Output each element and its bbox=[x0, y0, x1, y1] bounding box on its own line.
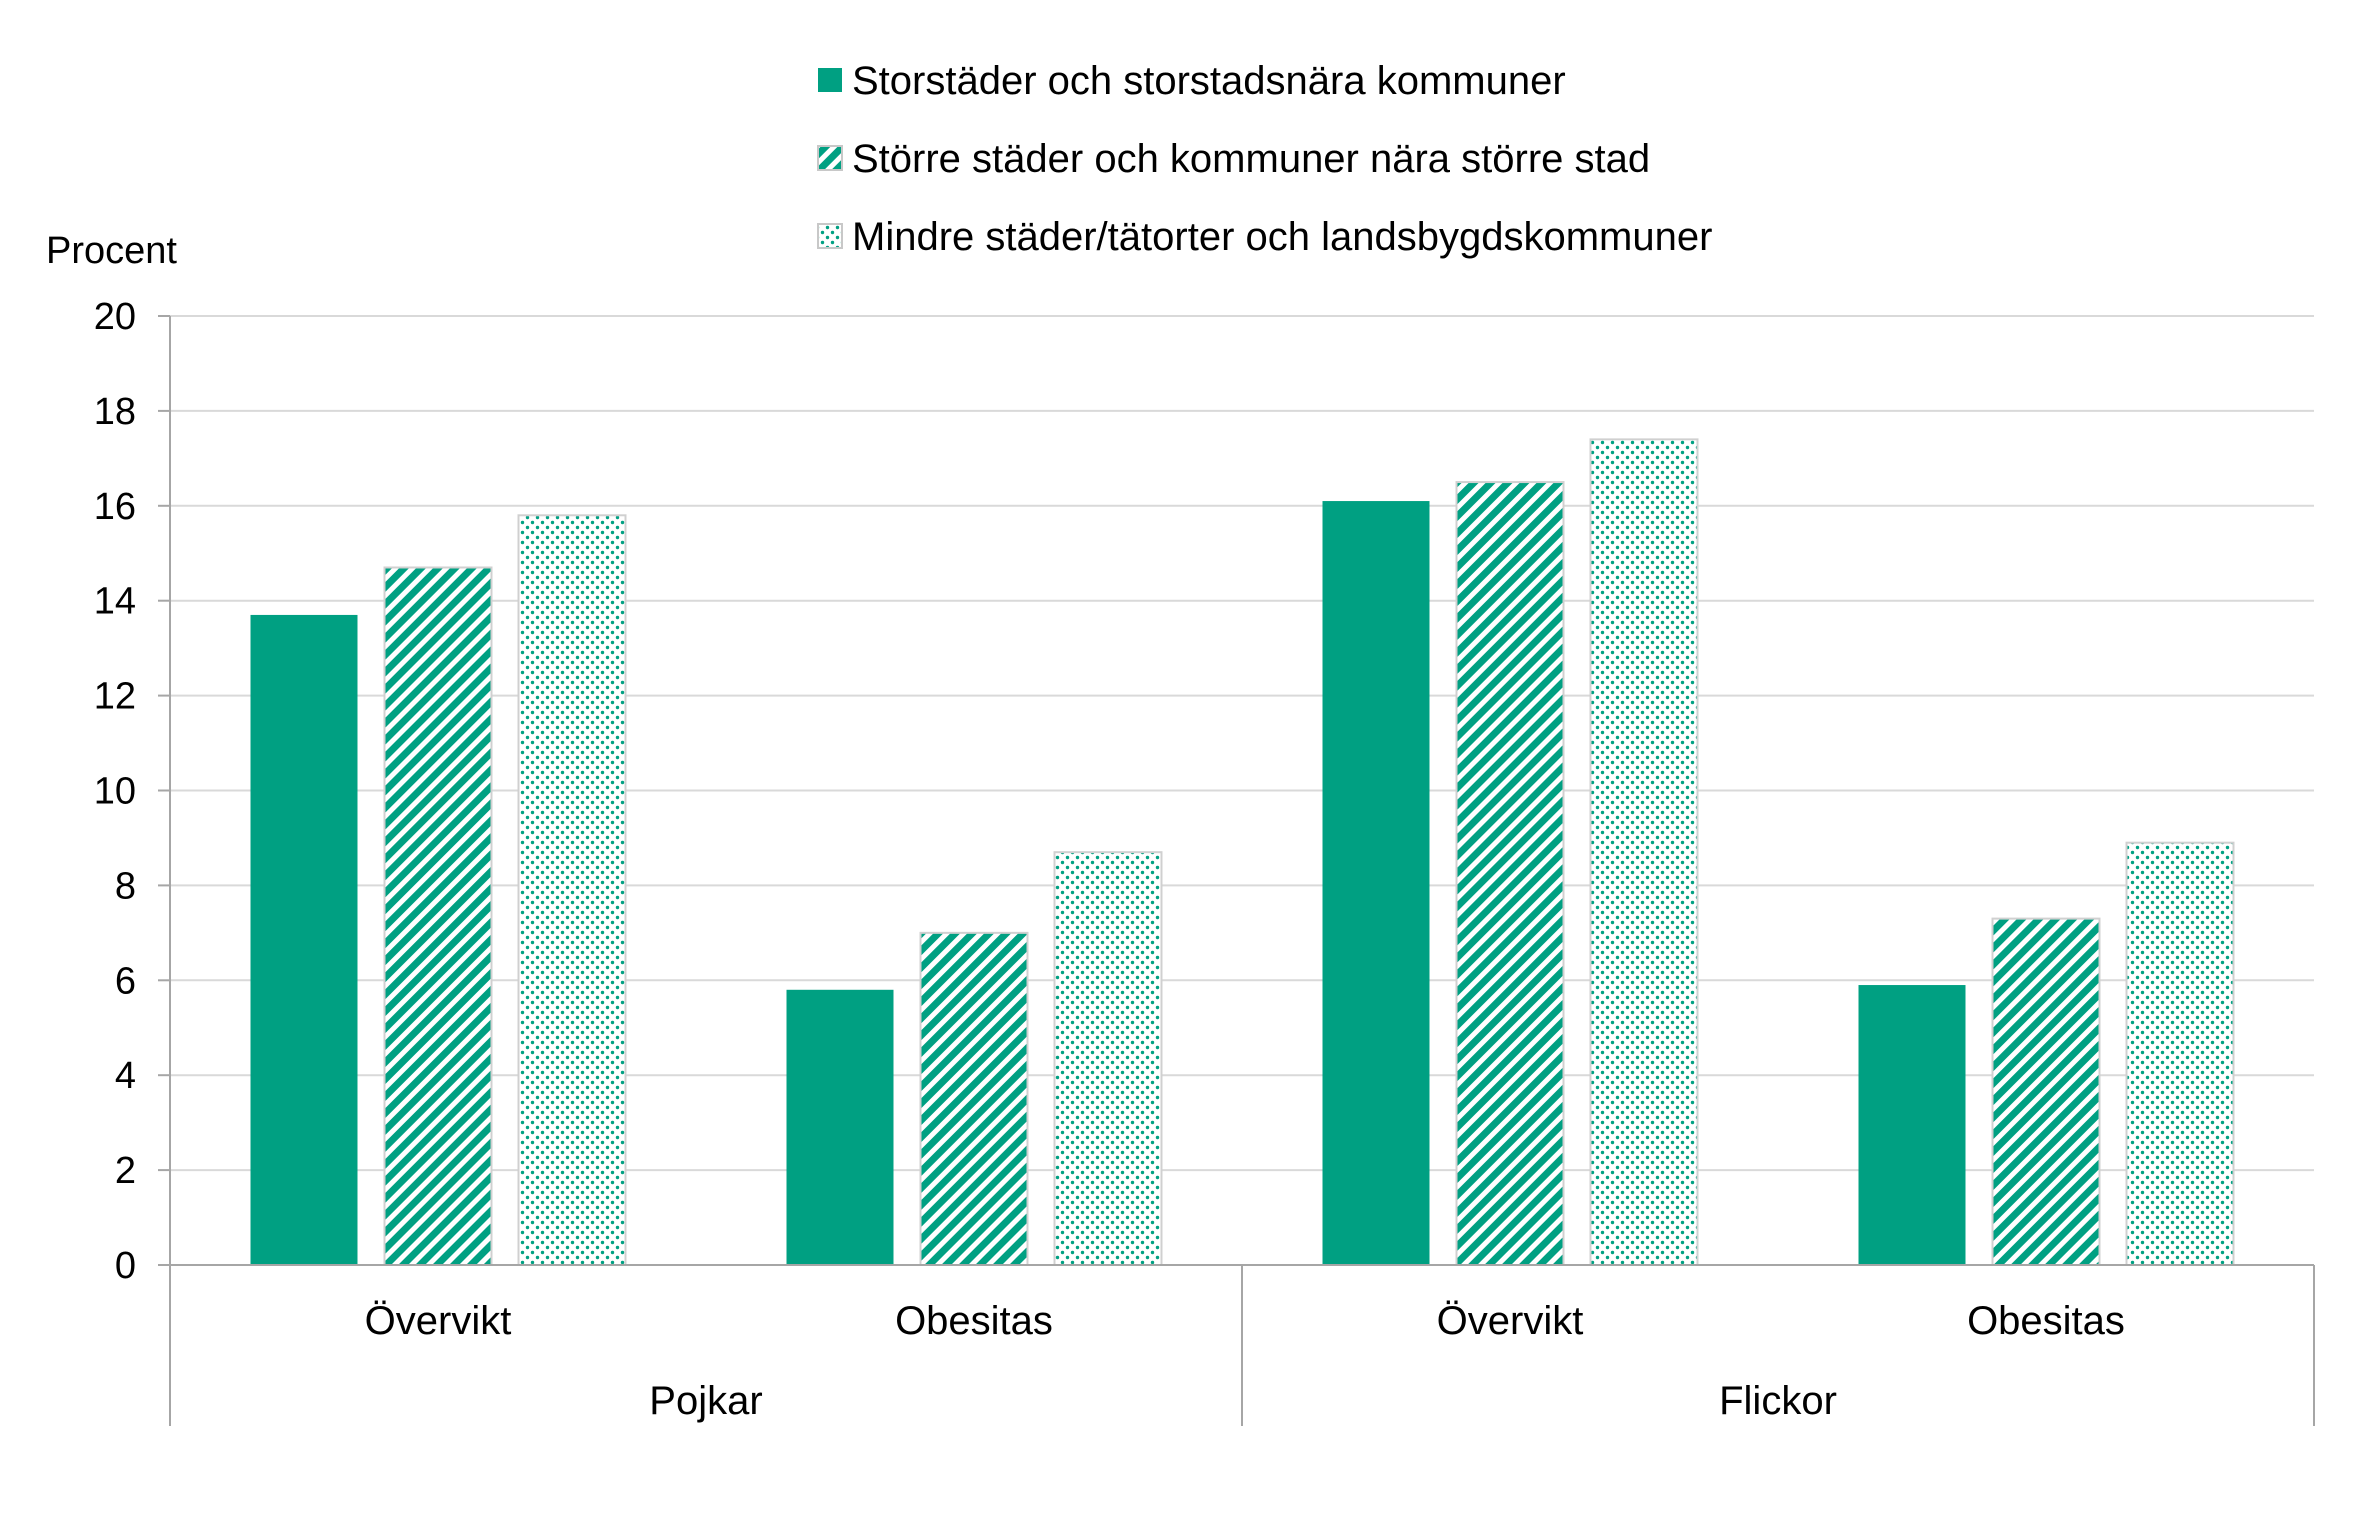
legend-label: Mindre städer/tätorter och landsbygdskom… bbox=[852, 215, 1712, 259]
legend-swatch bbox=[818, 68, 842, 92]
y-tick-label: 18 bbox=[94, 391, 136, 433]
y-tick-label: 2 bbox=[115, 1150, 136, 1192]
y-tick-label: 0 bbox=[115, 1245, 136, 1287]
y-tick-label: 16 bbox=[94, 486, 136, 528]
y-tick-label: 4 bbox=[115, 1055, 136, 1097]
x-category-label: Övervikt bbox=[1437, 1299, 1584, 1343]
x-category-label: Obesitas bbox=[1967, 1299, 2125, 1343]
y-axis-title: Procent bbox=[46, 230, 177, 272]
bar-dots bbox=[1589, 438, 1699, 1266]
bar-solid bbox=[1322, 501, 1430, 1265]
y-tick-labels: 0 2 4 6 8 10 12 14 16 18 20 bbox=[94, 296, 136, 1287]
bar-diagonal-stripes bbox=[919, 931, 1029, 1266]
bars bbox=[250, 438, 2235, 1266]
bar-solid bbox=[250, 614, 358, 1265]
y-tick-label: 8 bbox=[115, 865, 136, 907]
bar-solid bbox=[1858, 985, 1966, 1265]
x-axis-labels: Övervikt Obesitas Övervikt Obesitas Pojkar Fl… bbox=[365, 1299, 2125, 1423]
x-category-label: Obesitas bbox=[895, 1299, 1053, 1343]
legend-label: Större städer och kommuner nära större s… bbox=[852, 137, 1650, 181]
x-group-label: Pojkar bbox=[649, 1379, 762, 1423]
bar-diagonal-stripes bbox=[1991, 917, 2101, 1266]
y-tick-label: 6 bbox=[115, 960, 136, 1002]
legend-swatch bbox=[817, 223, 843, 249]
bar-diagonal-stripes bbox=[383, 566, 493, 1266]
legend-swatch bbox=[817, 145, 843, 171]
bar-solid bbox=[786, 989, 894, 1265]
bar-dots bbox=[1053, 851, 1163, 1266]
y-tick-label: 14 bbox=[94, 581, 136, 623]
y-tick-label: 10 bbox=[94, 771, 136, 813]
legend-label: Storstäder och storstadsnära kommuner bbox=[852, 59, 1566, 103]
y-tick-label: 20 bbox=[94, 296, 136, 338]
bar-diagonal-stripes bbox=[1455, 481, 1565, 1266]
bar-dots bbox=[517, 514, 627, 1266]
bar-dots bbox=[2125, 841, 2235, 1266]
axes bbox=[158, 315, 2315, 1426]
x-category-label: Övervikt bbox=[365, 1299, 512, 1343]
y-tick-label: 12 bbox=[94, 676, 136, 718]
legend: Storstäder och storstadsnära kommuner Stö… bbox=[817, 59, 1712, 259]
x-group-label: Flickor bbox=[1719, 1379, 1837, 1423]
